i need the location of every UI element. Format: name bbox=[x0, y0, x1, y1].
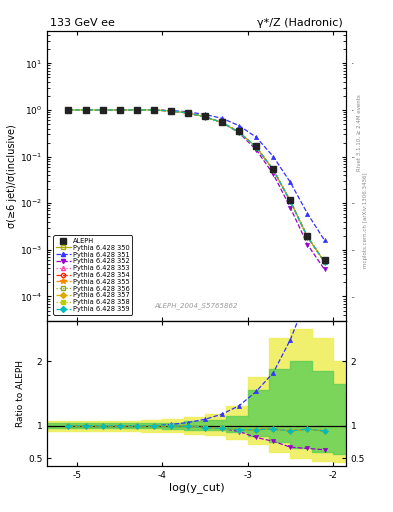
Text: Rivet 3.1.10, ≥ 2.4M events: Rivet 3.1.10, ≥ 2.4M events bbox=[357, 95, 362, 172]
Text: 133 GeV ee: 133 GeV ee bbox=[50, 18, 115, 28]
Y-axis label: σ(≥6 jet)/σ(inclusive): σ(≥6 jet)/σ(inclusive) bbox=[7, 124, 17, 228]
Text: γ*/Z (Hadronic): γ*/Z (Hadronic) bbox=[257, 18, 343, 28]
Text: mcplots.cern.ch [arXiv:1306.3436]: mcplots.cern.ch [arXiv:1306.3436] bbox=[363, 173, 368, 268]
X-axis label: log(y_cut): log(y_cut) bbox=[169, 482, 224, 494]
Legend: ALEPH, Pythia 6.428 350, Pythia 6.428 351, Pythia 6.428 352, Pythia 6.428 353, P: ALEPH, Pythia 6.428 350, Pythia 6.428 35… bbox=[53, 236, 132, 314]
Y-axis label: Ratio to ALEPH: Ratio to ALEPH bbox=[16, 360, 25, 427]
Text: ALEPH_2004_S5765862: ALEPH_2004_S5765862 bbox=[155, 303, 238, 309]
